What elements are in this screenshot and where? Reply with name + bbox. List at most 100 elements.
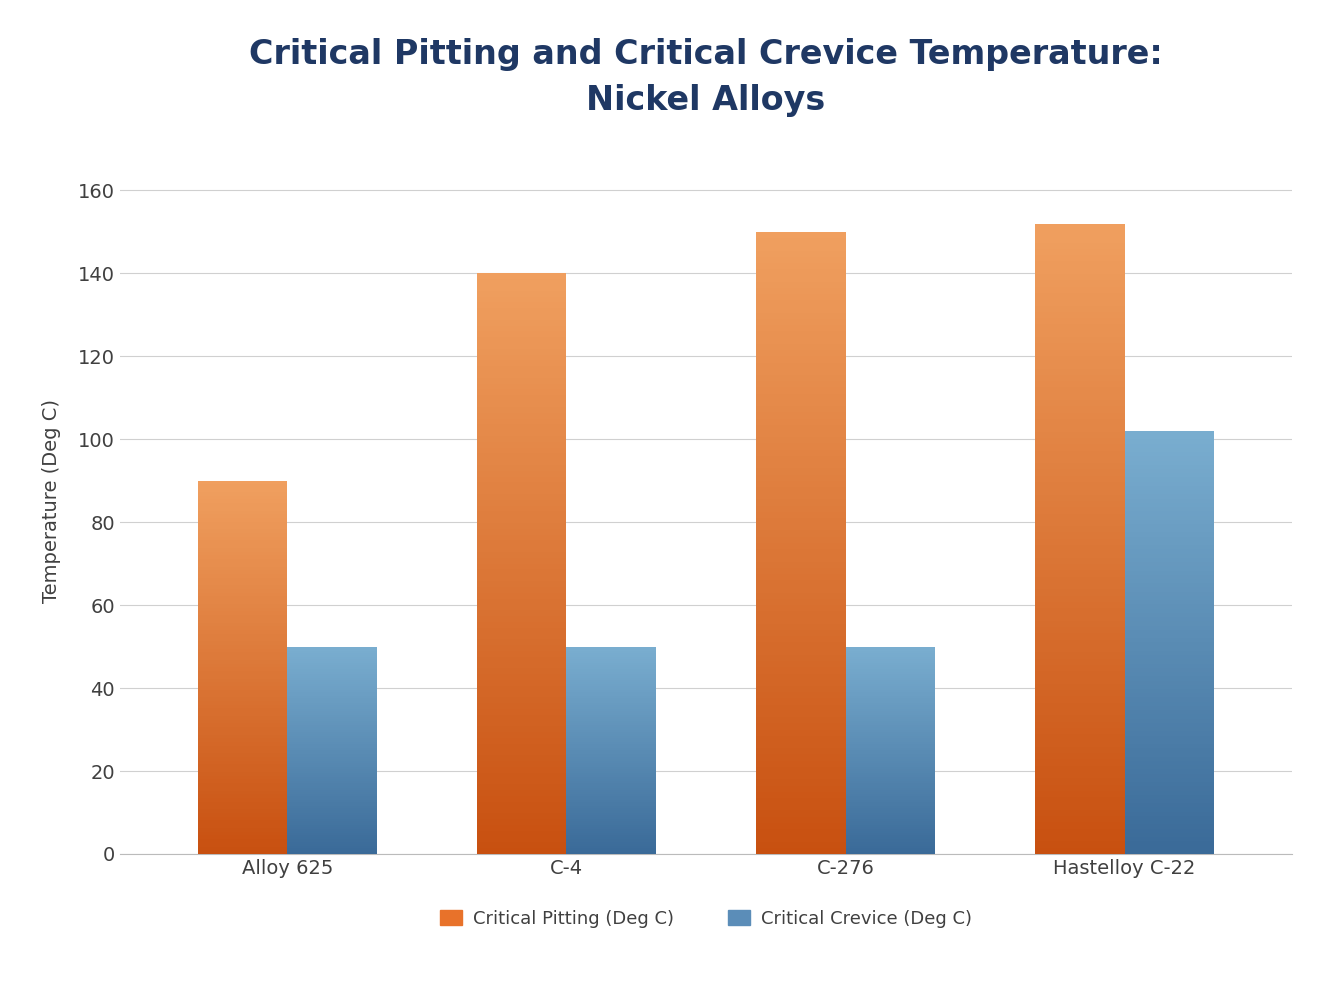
- Bar: [198, 693, 288, 697]
- Bar: [566, 650, 655, 652]
- Bar: [198, 738, 288, 742]
- Bar: [757, 362, 846, 368]
- Bar: [1124, 778, 1213, 782]
- Bar: [288, 744, 377, 746]
- Bar: [757, 785, 846, 791]
- Bar: [477, 842, 566, 848]
- Bar: [757, 487, 846, 494]
- Bar: [846, 690, 935, 692]
- Bar: [1035, 703, 1124, 709]
- Bar: [288, 848, 377, 850]
- Bar: [288, 789, 377, 791]
- Bar: [566, 648, 655, 650]
- Bar: [757, 816, 846, 823]
- Bar: [846, 742, 935, 744]
- Bar: [477, 674, 566, 680]
- Bar: [1124, 478, 1213, 482]
- Bar: [1035, 766, 1124, 772]
- Bar: [566, 692, 655, 694]
- Bar: [198, 783, 288, 786]
- Bar: [1035, 287, 1124, 293]
- Bar: [477, 552, 566, 558]
- Bar: [288, 680, 377, 682]
- Bar: [198, 570, 288, 574]
- Bar: [1124, 457, 1213, 461]
- Bar: [198, 656, 288, 660]
- Bar: [198, 552, 288, 555]
- Bar: [1124, 714, 1213, 719]
- Bar: [1035, 608, 1124, 615]
- Bar: [477, 767, 566, 773]
- Bar: [1035, 741, 1124, 747]
- Bar: [288, 655, 377, 657]
- Bar: [846, 744, 935, 746]
- Bar: [846, 808, 935, 810]
- Bar: [288, 661, 377, 663]
- Bar: [846, 688, 935, 690]
- Bar: [198, 746, 288, 750]
- Bar: [288, 671, 377, 673]
- Bar: [1035, 489, 1124, 495]
- Bar: [288, 692, 377, 694]
- Bar: [1035, 627, 1124, 634]
- Bar: [198, 723, 288, 727]
- Bar: [477, 308, 566, 314]
- Bar: [1124, 575, 1213, 579]
- Bar: [477, 418, 566, 424]
- Bar: [1124, 685, 1213, 689]
- Bar: [198, 578, 288, 582]
- Bar: [757, 313, 846, 319]
- Bar: [846, 757, 935, 759]
- Bar: [1124, 663, 1213, 668]
- Bar: [1035, 355, 1124, 362]
- Bar: [198, 648, 288, 652]
- Bar: [288, 787, 377, 789]
- Bar: [757, 282, 846, 288]
- Bar: [1035, 532, 1124, 539]
- Bar: [477, 605, 566, 610]
- Title: Critical Pitting and Critical Crevice Temperature:
Nickel Alloys: Critical Pitting and Critical Crevice Te…: [249, 38, 1163, 117]
- Bar: [566, 728, 655, 730]
- Bar: [1124, 833, 1213, 837]
- Bar: [198, 525, 288, 529]
- Bar: [288, 652, 377, 655]
- Bar: [288, 690, 377, 692]
- Bar: [1035, 596, 1124, 602]
- Bar: [846, 728, 935, 730]
- Bar: [198, 801, 288, 805]
- Bar: [566, 757, 655, 759]
- Bar: [288, 723, 377, 726]
- Bar: [846, 678, 935, 680]
- Bar: [566, 767, 655, 769]
- Bar: [846, 800, 935, 802]
- Bar: [566, 812, 655, 814]
- Bar: [1124, 486, 1213, 491]
- Bar: [288, 707, 377, 709]
- Bar: [757, 755, 846, 761]
- Bar: [1124, 845, 1213, 850]
- Bar: [757, 742, 846, 749]
- Bar: [198, 682, 288, 686]
- Bar: [1035, 513, 1124, 520]
- Bar: [198, 750, 288, 754]
- Bar: [846, 848, 935, 850]
- Bar: [757, 232, 846, 238]
- Bar: [1124, 774, 1213, 778]
- Bar: [566, 740, 655, 742]
- Bar: [757, 307, 846, 313]
- Bar: [288, 835, 377, 837]
- Bar: [288, 827, 377, 829]
- Bar: [1124, 524, 1213, 528]
- Bar: [846, 663, 935, 665]
- Bar: [1124, 440, 1213, 444]
- Bar: [757, 288, 846, 294]
- Bar: [1124, 676, 1213, 680]
- Bar: [846, 785, 935, 787]
- Bar: [566, 816, 655, 818]
- Bar: [288, 829, 377, 831]
- Bar: [477, 773, 566, 779]
- Bar: [477, 848, 566, 854]
- Bar: [477, 465, 566, 471]
- Bar: [1124, 558, 1213, 562]
- Bar: [566, 746, 655, 749]
